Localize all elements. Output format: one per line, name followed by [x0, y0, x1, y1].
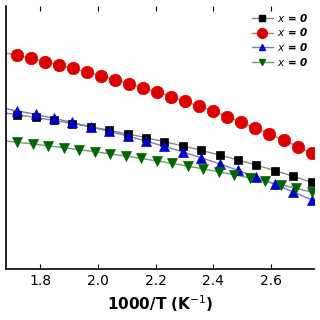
X-axis label: 1000/T (K$^{-1}$): 1000/T (K$^{-1}$) — [107, 294, 213, 315]
Legend: $\mathit{x}$ = 0, $\mathit{x}$ = 0, $\mathit{x}$ = 0, $\mathit{x}$ = 0: $\mathit{x}$ = 0, $\mathit{x}$ = 0, $\ma… — [251, 11, 309, 69]
